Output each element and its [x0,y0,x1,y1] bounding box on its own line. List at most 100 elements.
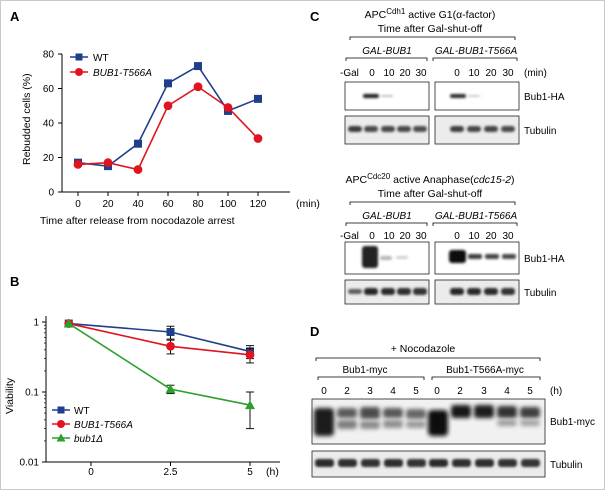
blot-tubulin-d [311,450,546,478]
lane-label: 3 [367,386,373,397]
data-point [73,160,83,169]
lane-label: 20 [399,231,411,242]
data-point [63,318,74,328]
legend-label-wt: WT [93,53,109,64]
data-point [166,327,175,336]
band [397,288,411,295]
c-top-bracket [349,36,516,40]
c-bottom-group-1: GAL-BUB1 [362,211,411,222]
band [360,421,380,429]
x-tick-label: 120 [250,199,267,210]
y-tick-label: 60 [43,84,55,95]
band [407,459,426,467]
lane-label: 0 [454,231,460,242]
band [337,408,357,418]
series-b [63,318,255,430]
lane-label: 20 [485,68,497,79]
lane-label: 2 [457,386,463,397]
band [338,459,357,467]
blot-bub1-ha-g1 [344,81,520,111]
band [521,459,540,467]
band [397,126,411,132]
band [484,288,498,295]
lane-label: 10 [383,231,395,242]
d-group-1: Bub1-myc [342,365,387,376]
x-tick-label: 0 [75,199,81,210]
c-top-group-1: GAL-BUB1 [362,46,411,57]
data-point [193,82,203,92]
band [381,126,395,132]
legend-label-bub1-delta: bub1Δ [74,434,103,445]
band [451,405,471,418]
band [468,254,482,259]
x-tick-label: 0 [88,467,94,478]
blot-label-bub1-ha-2: Bub1-HA [524,254,565,265]
band [475,459,494,467]
d-header-bracket [315,357,541,361]
d-group-2: Bub1-T566A-myc [446,365,524,376]
lane-label: 10 [468,231,480,242]
c-top-bracket-left [345,57,428,61]
band [406,409,426,419]
lane-label: 0 [321,386,327,397]
legend-b: WT BUB1-T566A bub1Δ [52,406,133,445]
lane-label: 10 [468,68,480,79]
x-tick-label: 20 [102,199,114,210]
band [429,459,448,467]
lane-label: 20 [485,231,497,242]
x-tick-label: 5 [247,467,253,478]
legend-marker-t566a-b [57,420,65,428]
c-top-group-2: GAL-BUB1-T566A [435,46,518,57]
y-ticks-a: 0 20 40 60 80 [43,50,62,199]
band [337,420,357,429]
band [406,421,426,428]
lane-label: -Gal [340,231,359,242]
panel-label-b: B [10,274,19,289]
band [484,126,498,132]
lane-label: 5 [527,386,533,397]
c-bottom-bracket-left [345,222,428,226]
band [383,420,403,428]
data-point [165,384,176,394]
blot-tubulin-anaphase [344,279,520,305]
lane-label: 0 [369,68,375,79]
lane-label: 20 [399,68,411,79]
band [452,459,471,467]
band [314,408,334,436]
lane-label: 0 [434,386,440,397]
legend-marker-bub1-delta [56,433,66,442]
band [363,94,379,98]
panel-d: D + Nocodazole Bub1-myc Bub1-T566A-myc 0… [310,324,595,478]
panel-label-d: D [310,324,319,339]
band [468,95,480,97]
c-bottom-bracket [349,201,516,205]
legend-label-wt-b: WT [74,406,90,417]
x-tick-label: 100 [220,199,237,210]
y-ticks-b: 0.01 0.1 1 [20,318,46,469]
band [520,407,540,418]
lane-label: 0 [369,231,375,242]
blot-bub1-ha-anaphase [344,241,520,275]
panel-a: A 0 20 40 60 80 0 20 40 60 80 100 120 (min) Time a… [10,9,320,227]
legend-label-t566a-b: BUB1-T566A [74,420,133,431]
band [520,420,540,426]
x-tick-label: 80 [192,199,204,210]
band [381,288,395,295]
c-bottom-subtitle: Time after Gal-shut-off [378,188,483,200]
band [348,289,362,294]
lane-label: 0 [454,68,460,79]
data-point [253,134,263,143]
c-top-bracket-right [432,57,518,61]
legend-marker-wt [75,53,83,61]
blot-label-tubulin-d: Tubulin [550,460,582,471]
c-time-unit: (min) [524,68,547,79]
band [413,126,427,132]
lane-label: 30 [502,231,514,242]
band [383,408,403,418]
data-point [254,94,262,103]
blot-label-tubulin: Tubulin [524,126,556,137]
d-time-unit: (h) [550,386,562,397]
lane-label: 30 [415,68,427,79]
y-tick-label: 0 [48,188,54,199]
lane-label: 10 [383,68,395,79]
